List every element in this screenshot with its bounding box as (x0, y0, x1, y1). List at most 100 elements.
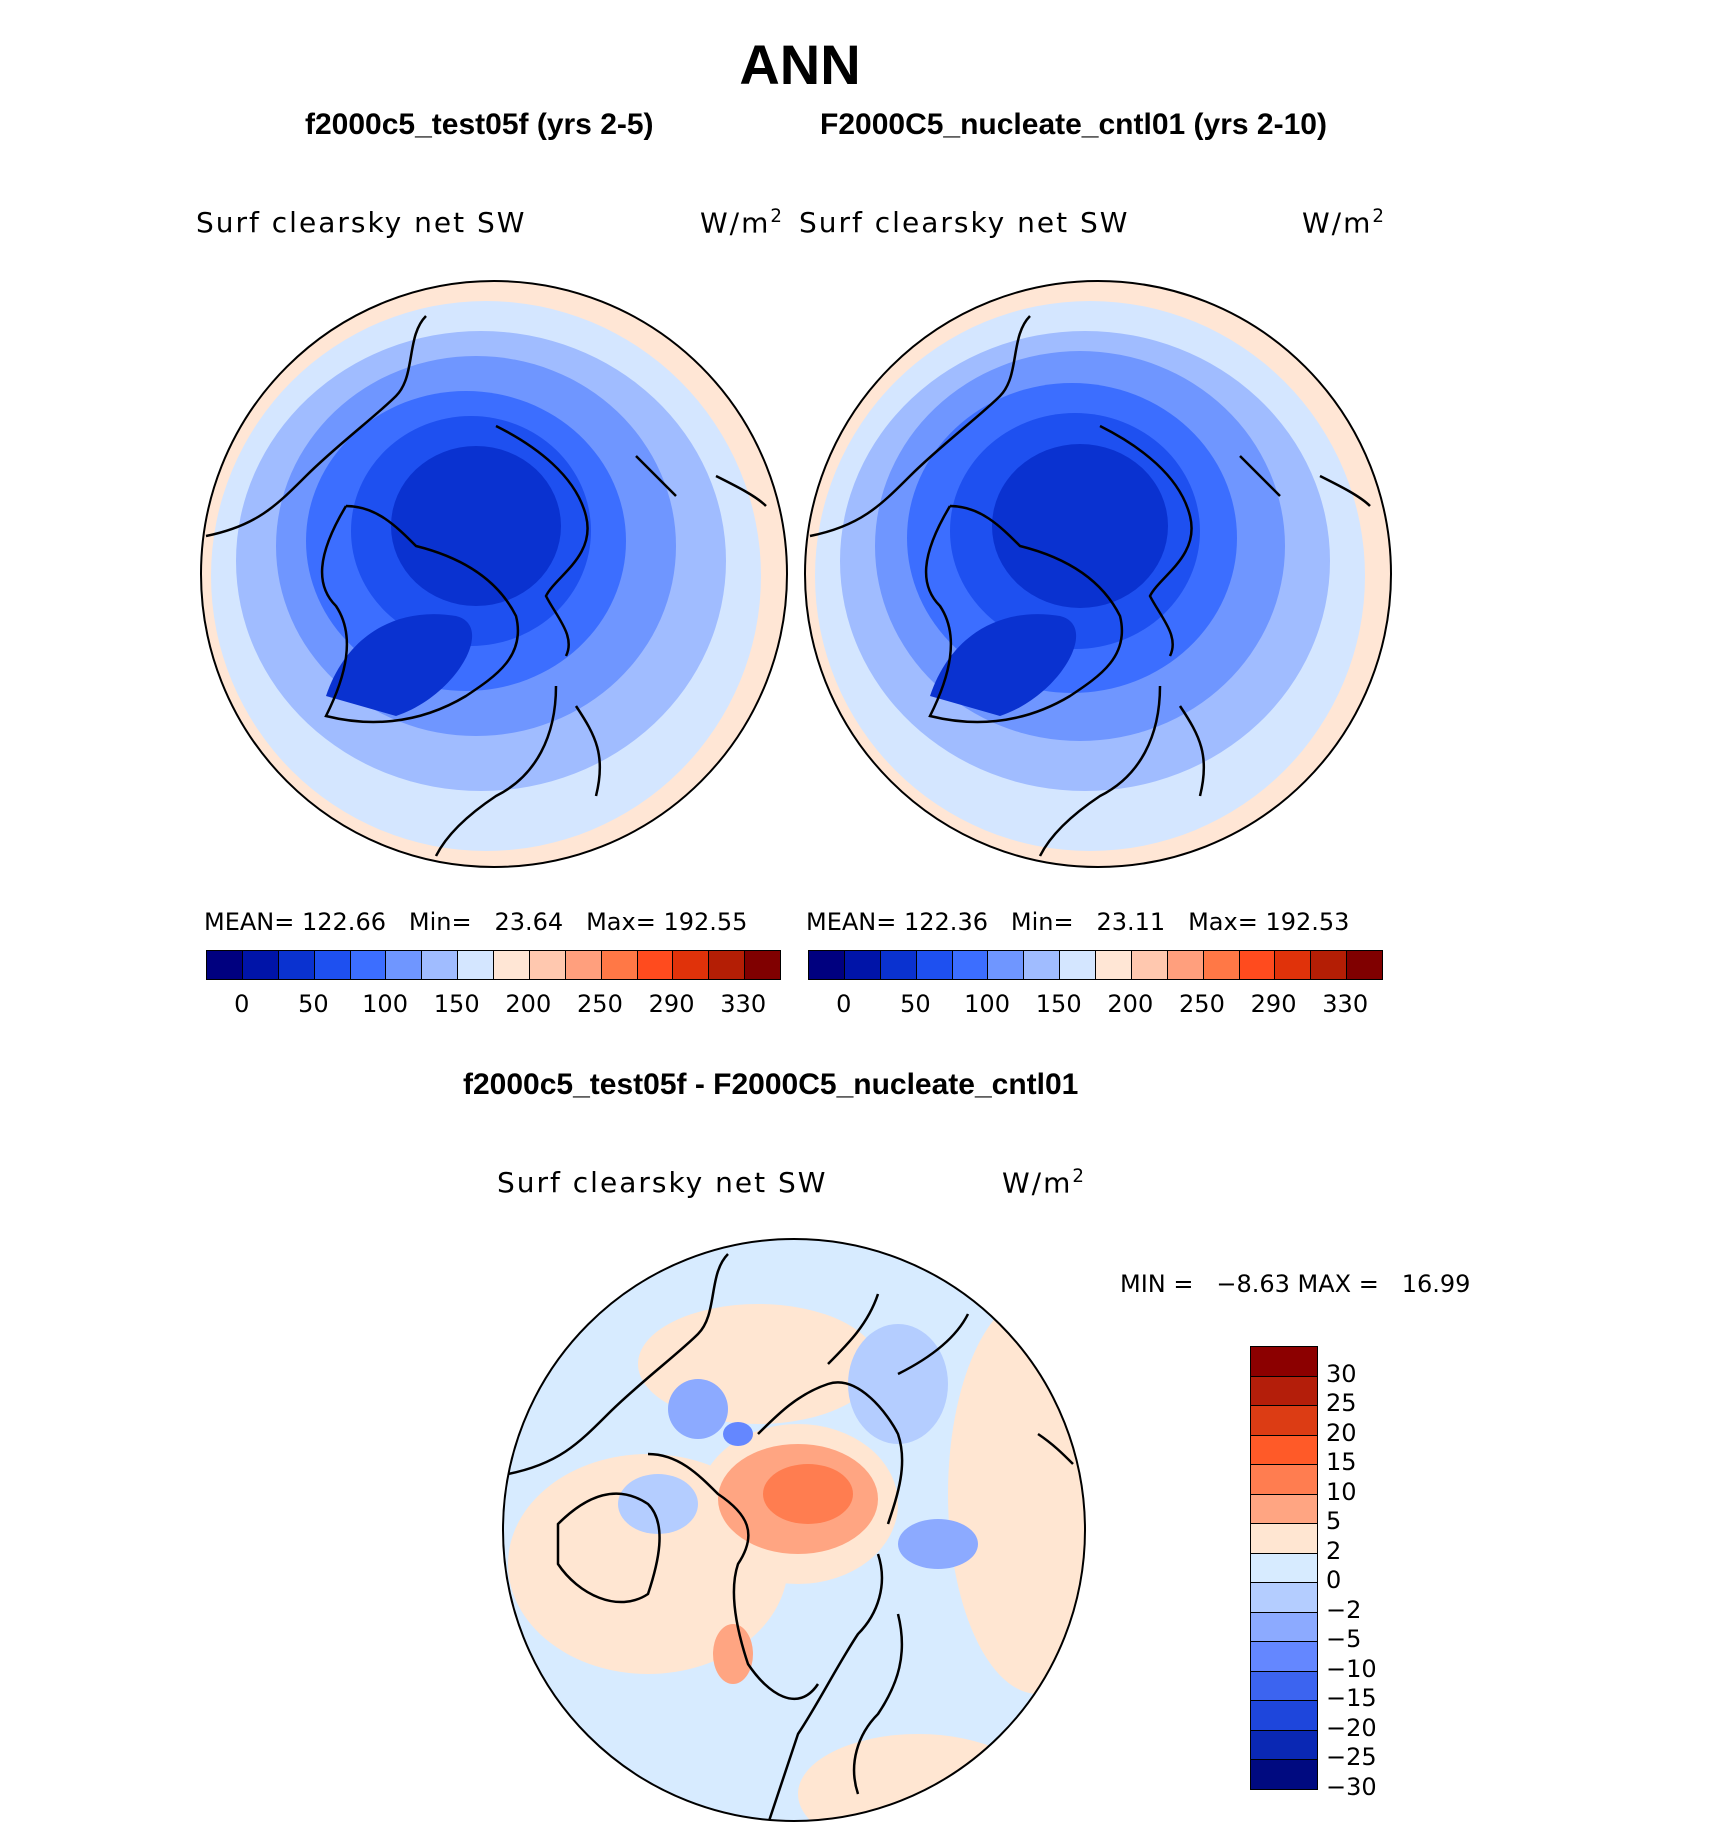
colorbar-swatch (1251, 1642, 1317, 1672)
colorbar-swatch (1251, 1671, 1317, 1701)
colorbar-swatch (1203, 951, 1240, 979)
colorbar-swatch (386, 951, 423, 979)
colorbar-swatch (1131, 951, 1168, 979)
panel2-colorbar (808, 950, 1383, 980)
colorbar-swatch (1239, 951, 1276, 979)
colorbar-tick-label: 2 (1326, 1536, 1342, 1565)
colorbar-tick-label: 25 (1326, 1389, 1357, 1417)
colorbar-swatch (1251, 1583, 1317, 1613)
colorbar-swatch (988, 951, 1025, 979)
colorbar-tick-label: 200 (1107, 990, 1154, 1018)
colorbar-swatch (529, 951, 566, 979)
colorbar-swatch (745, 951, 780, 979)
panel2-colorbar-ticks: 0 50 100 150 200 250 290 330 (808, 990, 1381, 1020)
colorbar-swatch (1251, 1730, 1317, 1760)
diff-minmax: MIN = −8.63 MAX = 16.99 (1120, 1270, 1471, 1298)
colorbar-swatch (1251, 1494, 1317, 1524)
colorbar-swatch (1251, 1435, 1317, 1465)
colorbar-swatch (1251, 1406, 1317, 1436)
colorbar-swatch (1167, 951, 1204, 979)
colorbar-swatch (1251, 1612, 1317, 1642)
colorbar-tick-label: 50 (298, 990, 329, 1018)
colorbar-swatch (1096, 951, 1132, 979)
colorbar-tick-label: 250 (577, 990, 623, 1018)
colorbar-swatch (1251, 1760, 1317, 1789)
colorbar-tick-label: 50 (900, 990, 931, 1018)
colorbar-tick-label: 0 (1326, 1566, 1342, 1594)
colorbar-tick-label: −15 (1326, 1684, 1377, 1712)
colorbar-swatch (637, 951, 674, 979)
colorbar-swatch (880, 951, 917, 979)
colorbar-swatch (314, 951, 351, 979)
colorbar-tick-label: 0 (234, 990, 250, 1018)
panel2-stats: MEAN= 122.36 Min= 23.11 Max= 192.53 (806, 908, 1350, 936)
colorbar-tick-label: 100 (964, 990, 1010, 1018)
colorbar-swatch (709, 951, 746, 979)
colorbar-swatch (1251, 1553, 1317, 1583)
colorbar-swatch (1251, 1465, 1317, 1495)
panel2-units: W/m2 (1302, 206, 1386, 240)
panel1-polar-map (200, 280, 788, 868)
colorbar-swatch (1251, 1376, 1317, 1406)
colorbar-swatch (1347, 951, 1382, 979)
colorbar-tick-label: 5 (1326, 1507, 1342, 1535)
colorbar-swatch (422, 951, 459, 979)
colorbar-tick-label: 150 (433, 990, 480, 1018)
main-title: ANN (739, 33, 861, 96)
colorbar-tick-label: 290 (648, 990, 695, 1018)
colorbar-tick-label: 330 (1322, 990, 1369, 1018)
panel2-polar-map (804, 280, 1392, 868)
panel1-colorbar-ticks: 0 50 100 150 200 250 290 330 (206, 990, 779, 1020)
colorbar-swatch (278, 951, 315, 979)
colorbar-tick-label: 10 (1326, 1477, 1357, 1506)
colorbar-tick-label: 20 (1326, 1418, 1357, 1447)
panel2-var-label: Surf clearsky net SW (799, 206, 1130, 239)
colorbar-tick-label: −20 (1326, 1713, 1377, 1742)
colorbar-swatch (1024, 951, 1061, 979)
colorbar-swatch (242, 951, 279, 979)
colorbar-swatch (601, 951, 638, 979)
colorbar-tick-label: 250 (1179, 990, 1225, 1018)
colorbar-swatch (494, 951, 530, 979)
colorbar-tick-label: 290 (1250, 990, 1297, 1018)
panel1-case-title: f2000c5_test05f (yrs 2-5) (305, 108, 654, 141)
colorbar-swatch (1251, 1524, 1317, 1554)
panel2-case-title: F2000C5_nucleate_cntl01 (yrs 2-10) (820, 108, 1327, 141)
colorbar-swatch (458, 951, 494, 979)
colorbar-tick-label: −5 (1326, 1625, 1362, 1653)
diff-colorbar-ticks: 30 25 20 15 10 5 2 0 −2 −5 −10 −15 −20 −25 −30 (1326, 1346, 1446, 1801)
colorbar-swatch (565, 951, 602, 979)
colorbar-swatch (952, 951, 989, 979)
colorbar-swatch (916, 951, 953, 979)
colorbar-tick-label: 200 (505, 990, 552, 1018)
colorbar-tick-label: 15 (1326, 1448, 1357, 1476)
panel1-stats: MEAN= 122.66 Min= 23.64 Max= 192.55 (204, 908, 748, 936)
colorbar-tick-label: −25 (1326, 1743, 1377, 1771)
panel1-units: W/m2 (700, 206, 784, 240)
colorbar-tick-label: 330 (720, 990, 767, 1018)
colorbar-tick-label: −10 (1326, 1654, 1377, 1683)
colorbar-tick-label: 100 (362, 990, 408, 1018)
colorbar-swatch (350, 951, 387, 979)
colorbar-tick-label: −2 (1326, 1595, 1362, 1624)
colorbar-swatch (1060, 951, 1096, 979)
colorbar-swatch (809, 951, 845, 979)
colorbar-tick-label: 0 (836, 990, 852, 1018)
colorbar-swatch (1311, 951, 1348, 979)
panel1-colorbar (206, 950, 781, 980)
diff-title: f2000c5_test05f - F2000C5_nucleate_cntl0… (463, 1068, 1079, 1101)
panel1-var-label: Surf clearsky net SW (196, 206, 527, 239)
colorbar-swatch (673, 951, 710, 979)
diff-colorbar (1250, 1346, 1318, 1790)
diff-polar-map (502, 1238, 1086, 1822)
colorbar-tick-label: 150 (1035, 990, 1082, 1018)
colorbar-swatch (844, 951, 881, 979)
colorbar-swatch (1251, 1347, 1317, 1377)
colorbar-swatch (1251, 1701, 1317, 1731)
colorbar-tick-label: −30 (1326, 1772, 1377, 1801)
diff-units: W/m2 (1002, 1166, 1086, 1200)
diff-var-label: Surf clearsky net SW (497, 1166, 828, 1199)
colorbar-swatch (207, 951, 243, 979)
colorbar-tick-label: 30 (1326, 1359, 1357, 1388)
colorbar-swatch (1275, 951, 1312, 979)
